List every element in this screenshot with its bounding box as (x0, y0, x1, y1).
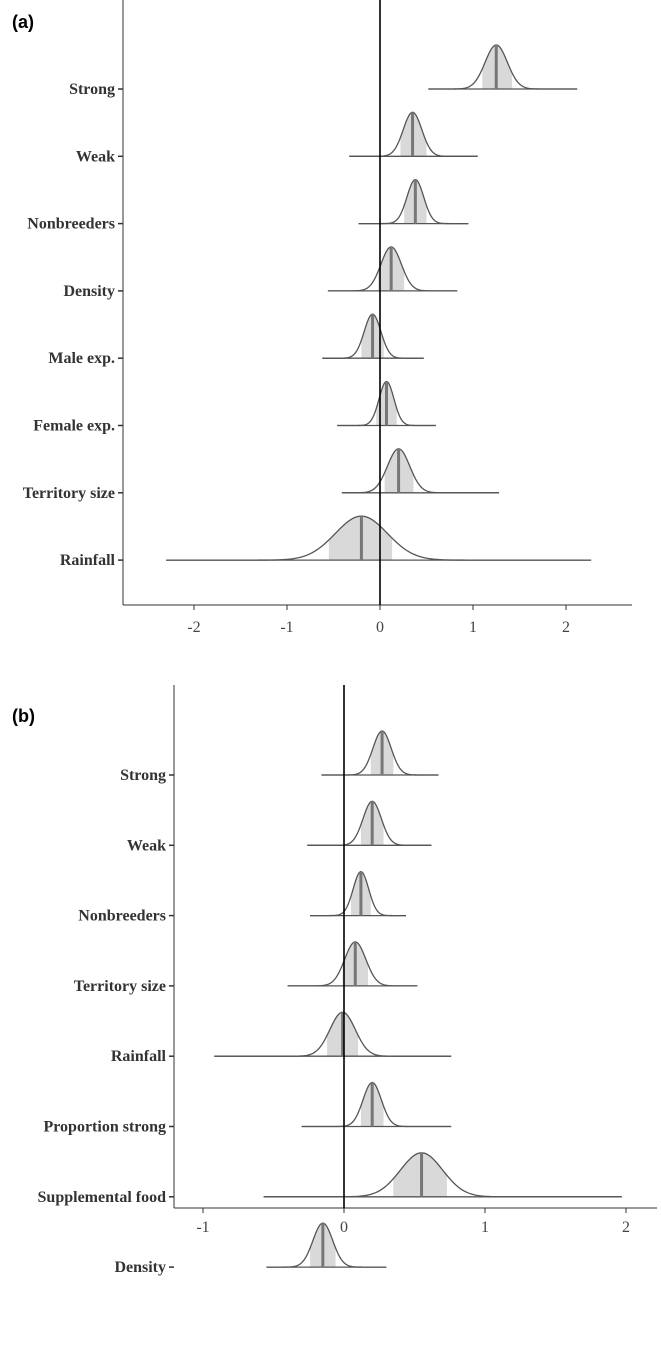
y-tick-label: Male exp. (48, 350, 115, 367)
panel-label: (b) (12, 706, 35, 726)
panel-b: (b) -1 0 1 2 Strong Weak Nonbreeders Territory s… (12, 685, 657, 1276)
y-tick-label: Rainfall (111, 1048, 167, 1065)
y-tick-label: Territory size (74, 978, 166, 995)
x-tick-label: -1 (280, 619, 293, 636)
y-tick-label: Female exp. (33, 418, 115, 435)
y-tick-label: Weak (76, 148, 115, 165)
y-tick-label: Rainfall (60, 552, 116, 569)
y-tick-label: Nonbreeders (27, 216, 115, 233)
density-curve (341, 448, 500, 494)
x-tick-label: 2 (562, 619, 570, 636)
x-tick-label: -2 (187, 619, 200, 636)
x-tick-label: 1 (481, 1219, 489, 1236)
y-tick-label: Density (63, 283, 115, 300)
x-tick-label: 0 (340, 1219, 348, 1236)
y-tick-label: Strong (120, 767, 166, 784)
x-tick-label: -1 (196, 1219, 209, 1236)
y-tick-label: Strong (69, 81, 115, 98)
x-tick-label: 2 (622, 1219, 630, 1236)
y-tick-label: Weak (127, 837, 166, 854)
panel-a: (a) -2 -1 0 1 2 Strong Weak Nonbreeders Density Ma… (12, 0, 632, 636)
y-tick-label: Territory size (23, 485, 115, 502)
y-tick-label: Proportion strong (43, 1119, 166, 1136)
panel-label: (a) (12, 12, 34, 32)
x-tick-label: 0 (376, 619, 384, 636)
y-tick-label: Supplemental food (38, 1189, 167, 1206)
y-tick-label: Density (114, 1259, 166, 1276)
x-tick-label: 1 (469, 619, 477, 636)
y-tick-label: Nonbreeders (78, 908, 166, 925)
